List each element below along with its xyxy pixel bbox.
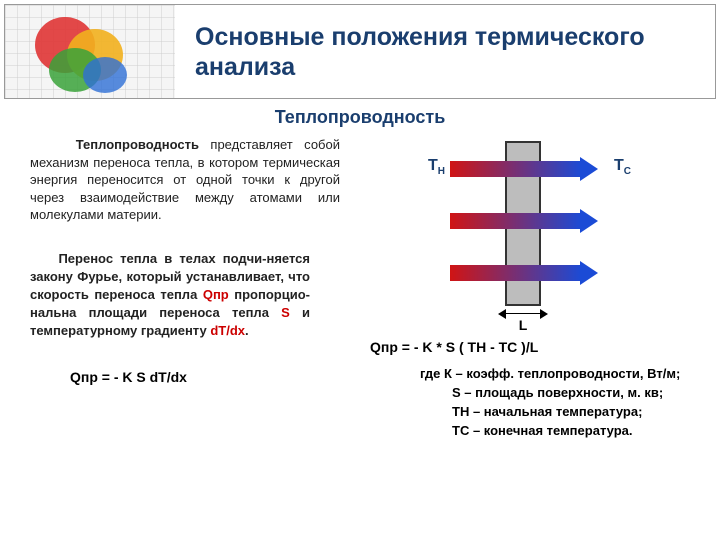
arrow-body (450, 265, 582, 281)
content-area: Теплопроводность представляет собой меха… (0, 128, 720, 440)
heat-arrow (450, 161, 598, 177)
var-qpr: Qпр (203, 287, 229, 302)
logo (5, 5, 175, 98)
slide-title: Основные положения термического анализа (175, 5, 715, 98)
arrow-head-icon (580, 209, 598, 233)
formula-left: Qпр = - K S dT/dx (70, 369, 340, 385)
legend-line: TH – начальная температура; (452, 403, 690, 422)
formula-right: Qпр = - K * S ( TH - TC )/L (370, 339, 690, 355)
term-bold: Теплопроводность (76, 137, 199, 152)
label-l: L (498, 317, 548, 337)
title-bar: Основные положения термического анализа (4, 4, 716, 99)
legend-line: S – площадь поверхности, м. кв; (452, 384, 690, 403)
legend: где К – коэфф. теплопроводности, Вт/м; S… (420, 365, 690, 440)
label-t-cold: TC (614, 157, 631, 177)
conduction-diagram: TH TC L (400, 141, 650, 331)
legend-line: TC – конечная температура. (452, 422, 690, 441)
var-dtdx: dT/dx (210, 323, 245, 338)
paragraph-2: Перенос тепла в телах подчи-няется закон… (30, 250, 310, 341)
arrow-body (450, 213, 582, 229)
label-t-hot: TH (428, 157, 445, 177)
arrow-head-icon (580, 157, 598, 181)
heat-arrow (450, 213, 598, 229)
left-column: Теплопроводность представляет собой меха… (30, 136, 360, 440)
heat-arrow (450, 265, 598, 281)
right-column: TH TC L Qпр = - K * S ( TH - TC )/L где … (360, 136, 690, 440)
arrow-body (450, 161, 582, 177)
arrow-head-icon (580, 261, 598, 285)
legend-line: где К – коэфф. теплопроводности, Вт/м; (420, 365, 690, 384)
dimension-line (506, 313, 540, 314)
paragraph-1: Теплопроводность представляет собой меха… (30, 136, 340, 224)
subtitle: Теплопроводность (0, 107, 720, 128)
logo-graphic (5, 5, 175, 98)
var-s: S (281, 305, 290, 320)
